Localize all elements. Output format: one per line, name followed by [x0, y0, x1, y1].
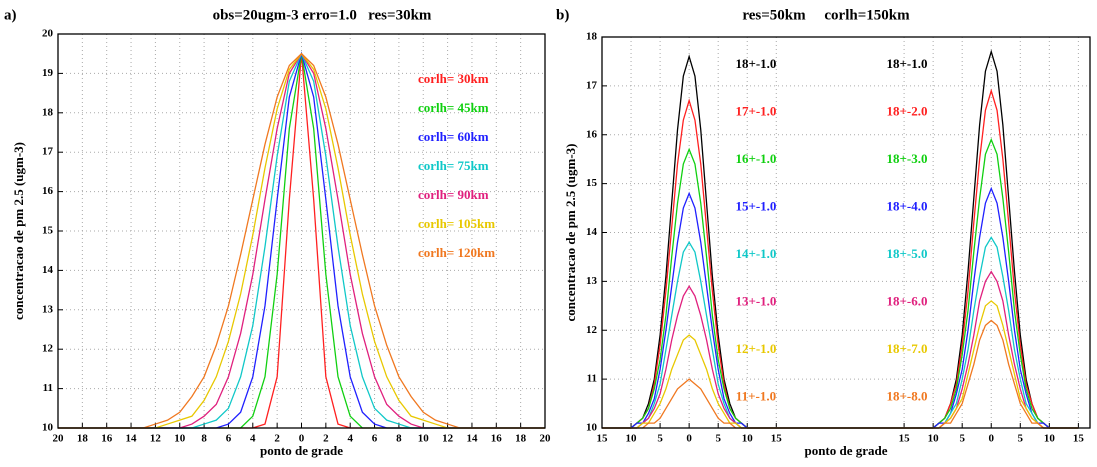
curve-annotation: 18+-7.0: [887, 341, 928, 356]
curve-annotation: 18+-3.0: [887, 151, 928, 166]
x-tick-label: 6: [372, 433, 378, 445]
curve-annotation: 14+-1.0: [735, 246, 776, 261]
x-tick-label: 6: [226, 433, 232, 445]
series-line: [602, 88, 1079, 429]
y-tick-label: 17: [42, 146, 54, 158]
x-axis-label: ponto de grade: [260, 443, 343, 458]
x-tick-label: 15: [771, 433, 783, 445]
x-tick-label: 5: [715, 433, 721, 445]
y-tick-label: 13: [42, 303, 54, 315]
x-tick-label: 5: [959, 433, 965, 445]
curve-annotation: 17+-1.0: [735, 103, 776, 118]
y-tick-label: 10: [586, 422, 598, 434]
curve-annotation: 13+-1.0: [735, 293, 776, 308]
chart-title: obs=20ugm-3 erro=1.0 res=30km: [213, 7, 432, 23]
y-tick-label: 14: [42, 264, 54, 276]
y-tick-label: 20: [42, 28, 54, 40]
curve-annotation: 18+-2.0: [887, 103, 928, 118]
legend-entry: corlh= 60km: [418, 129, 489, 144]
curve-annotation: 18+-4.0: [887, 198, 928, 213]
x-tick-label: 2: [274, 433, 280, 445]
y-axis-label: concentracao de pm 2.5 (ugm-3): [563, 144, 578, 322]
legend-entry: corlh= 45km: [418, 100, 489, 115]
y-tick-label: 11: [43, 382, 53, 394]
x-tick-label: 10: [928, 433, 940, 445]
x-tick-label: 10: [742, 433, 754, 445]
curve-annotation: 18+-5.0: [887, 246, 928, 261]
curve-annotation: 11+-1.0: [736, 388, 776, 403]
curve-annotation: 18+-1.0: [735, 56, 776, 71]
y-tick-label: 14: [586, 226, 598, 238]
x-tick-label: 4: [250, 433, 256, 445]
x-tick-label: 8: [201, 433, 207, 445]
x-axis-label: ponto de grade: [804, 443, 887, 458]
x-tick-label: 14: [126, 433, 138, 445]
x-tick-label: 5: [657, 433, 663, 445]
x-tick-label: 18: [77, 433, 89, 445]
x-tick-label: 12: [150, 433, 162, 445]
curve-annotation: 18+-1.0: [887, 56, 928, 71]
y-axis-label: concentracao de pm 2.5 (ugm-3): [11, 142, 26, 320]
y-tick-label: 16: [42, 185, 54, 197]
y-tick-label: 19: [42, 67, 54, 79]
y-tick-label: 17: [586, 79, 598, 91]
plot-frame: [57, 33, 546, 429]
legend-entry: corlh= 75km: [418, 158, 489, 173]
x-tick-label: 10: [174, 433, 186, 445]
curve-annotation: 18+-6.0: [887, 293, 928, 308]
series-line: [602, 270, 1079, 429]
x-tick-label: 10: [1044, 433, 1056, 445]
series-line: [602, 319, 1079, 429]
x-tick-label: 10: [626, 433, 638, 445]
y-tick-label: 10: [42, 422, 54, 434]
x-tick-label: 16: [101, 433, 113, 445]
curve-annotation: 18+-8.0: [887, 388, 928, 403]
x-tick-label: 20: [540, 433, 552, 445]
panel-label: b): [556, 7, 569, 23]
plot-frame: [601, 36, 1091, 429]
legend-entry: corlh= 30km: [418, 71, 489, 86]
curve-annotation: 15+-1.0: [735, 198, 776, 213]
x-tick-label: 8: [396, 433, 402, 445]
legend-entry: corlh= 105km: [418, 216, 495, 231]
x-tick-label: 12: [442, 433, 454, 445]
curve-annotation: 12+-1.0: [735, 341, 776, 356]
x-tick-label: 0: [299, 433, 305, 445]
x-tick-label: 18: [515, 433, 527, 445]
x-tick-label: 15: [899, 433, 911, 445]
x-tick-label: 15: [1073, 433, 1085, 445]
x-tick-label: 2: [323, 433, 329, 445]
y-tick-label: 15: [586, 177, 598, 189]
y-tick-label: 18: [586, 31, 598, 43]
y-tick-label: 13: [586, 275, 598, 287]
chart-title: res=50km corlh=150km: [742, 7, 910, 23]
y-tick-label: 15: [42, 225, 54, 237]
y-tick-label: 18: [42, 106, 54, 118]
x-tick-label: 14: [466, 433, 478, 445]
legend-entry: corlh= 90km: [418, 187, 489, 202]
y-tick-label: 16: [586, 128, 598, 140]
y-tick-label: 12: [586, 324, 598, 336]
legend-entry: corlh= 120km: [418, 245, 495, 260]
curve-annotation: 16+-1.0: [735, 151, 776, 166]
series-line: [602, 300, 1079, 429]
x-tick-label: 15: [597, 433, 609, 445]
y-tick-label: 12: [42, 343, 54, 355]
x-tick-label: 20: [53, 433, 65, 445]
y-tick-label: 11: [587, 373, 597, 385]
panel-label: a): [4, 7, 17, 23]
x-tick-label: 4: [347, 433, 353, 445]
x-tick-label: 0: [988, 433, 994, 445]
x-tick-label: 0: [686, 433, 692, 445]
x-tick-label: 5: [1018, 433, 1024, 445]
x-tick-label: 10: [418, 433, 430, 445]
x-tick-label: 16: [491, 433, 503, 445]
